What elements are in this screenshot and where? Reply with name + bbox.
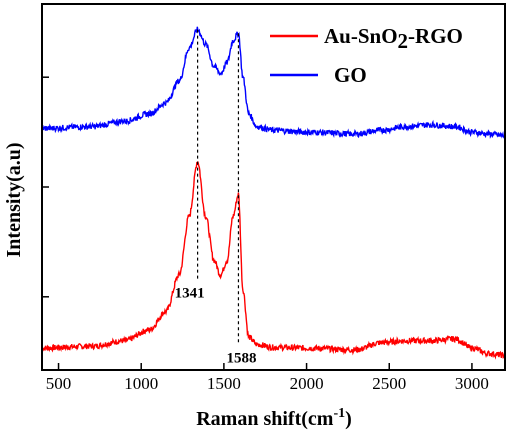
peak-guides	[197, 29, 240, 345]
axis-ticks: 500 1000 1500 2000 2500 3000	[42, 76, 489, 393]
legend-label-au-sno2-rgo: Au-SnO2-RGO	[324, 24, 463, 53]
peak-label-1588: 1588	[226, 350, 256, 366]
x-axis-title-sup: -1	[333, 406, 345, 421]
x-tick-label: 1000	[124, 374, 158, 393]
x-tick-label: 500	[46, 374, 72, 393]
x-tick-label: 1500	[207, 374, 241, 393]
legend-label-go: GO	[334, 63, 367, 87]
plot-frame	[41, 3, 506, 371]
x-axis-title-main: Raman shift(cm	[196, 408, 334, 430]
series-line-1	[41, 26, 506, 139]
x-tick-label: 2500	[372, 374, 406, 393]
legend: Au-SnO2-RGO GO	[270, 24, 463, 87]
peak-label-1341: 1341	[175, 285, 205, 301]
x-axis-title-close: )	[345, 408, 352, 430]
x-axis-title: Raman shift(cm-1)	[196, 406, 352, 430]
y-axis-title: Intensity(a.u)	[3, 142, 25, 257]
x-tick-label: 2000	[290, 374, 324, 393]
x-tick-label: 3000	[455, 374, 489, 393]
peak-labels: 1341 1588	[175, 285, 257, 366]
series-line-0	[41, 161, 506, 360]
series-lines	[41, 26, 506, 360]
